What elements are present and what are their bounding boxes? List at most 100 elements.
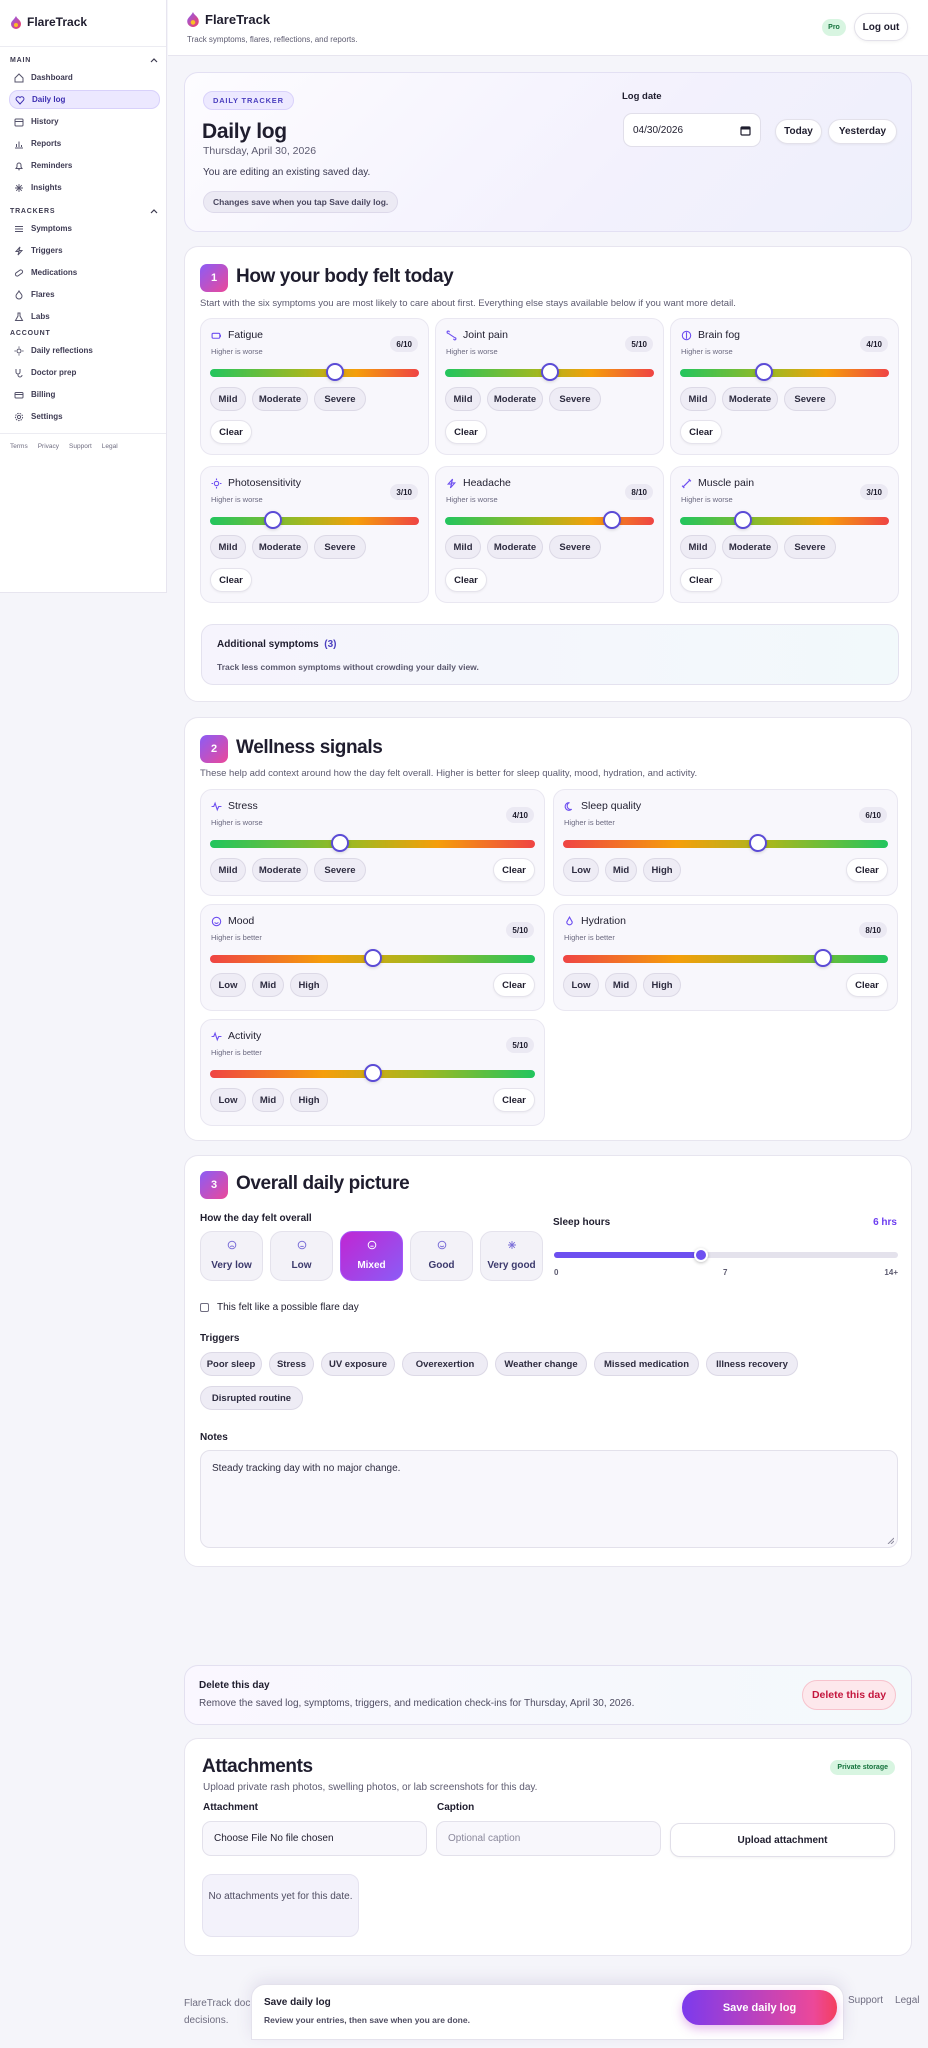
- sidebar-item-settings[interactable]: Settings: [9, 407, 160, 426]
- footer-link-terms[interactable]: Terms: [10, 443, 28, 450]
- chip-severe[interactable]: Severe: [784, 387, 836, 411]
- clear-button[interactable]: Clear: [680, 568, 722, 592]
- overall-option-good[interactable]: Good: [410, 1231, 473, 1281]
- resize-handle-icon[interactable]: [887, 1537, 894, 1544]
- clear-button[interactable]: Clear: [846, 973, 888, 997]
- upload-attachment-button[interactable]: Upload attachment: [670, 1823, 895, 1857]
- slider-thumb[interactable]: [814, 949, 832, 967]
- chip-severe[interactable]: Severe: [549, 535, 601, 559]
- overall-option-very-low[interactable]: Very low: [200, 1231, 263, 1281]
- chip-high[interactable]: High: [290, 973, 328, 997]
- slider-thumb[interactable]: [749, 834, 767, 852]
- severity-slider[interactable]: [210, 834, 535, 852]
- severity-slider[interactable]: [680, 363, 889, 381]
- flare-day-checkbox[interactable]: [200, 1303, 209, 1312]
- chip-severe[interactable]: Severe: [314, 387, 366, 411]
- save-daily-log-button[interactable]: Save daily log: [682, 1990, 837, 2025]
- chevron-up-icon[interactable]: [150, 208, 158, 214]
- clear-button[interactable]: Clear: [210, 420, 252, 444]
- footer-link-support[interactable]: Support: [848, 1995, 884, 2006]
- sidebar-item-insights[interactable]: Insights: [9, 178, 160, 197]
- sleep-slider-thumb[interactable]: [694, 1248, 709, 1262]
- overall-option-mixed[interactable]: Mixed: [340, 1231, 403, 1281]
- sidebar-item-reports[interactable]: Reports: [9, 134, 160, 153]
- chip-low[interactable]: Low: [563, 858, 599, 882]
- slider-thumb[interactable]: [540, 363, 559, 381]
- sidebar-item-doctor-prep[interactable]: Doctor prep: [9, 363, 160, 382]
- sleep-hours-slider[interactable]: [554, 1248, 898, 1262]
- chip-low[interactable]: Low: [210, 973, 246, 997]
- chip-mild[interactable]: Mild: [680, 535, 716, 559]
- chip-severe[interactable]: Severe: [314, 858, 366, 882]
- sidebar-item-labs[interactable]: Labs: [9, 307, 160, 326]
- severity-slider[interactable]: [210, 1064, 535, 1082]
- additional-symptoms-toggle[interactable]: Additional symptoms (3) Track less commo…: [201, 624, 899, 685]
- log-date-input[interactable]: 04/30/2026: [623, 113, 761, 147]
- logout-button[interactable]: Log out: [854, 13, 908, 41]
- severity-slider[interactable]: [445, 363, 654, 381]
- chip-moderate[interactable]: Moderate: [252, 858, 308, 882]
- trigger-chip-poor-sleep[interactable]: Poor sleep: [200, 1352, 262, 1376]
- clear-button[interactable]: Clear: [680, 420, 722, 444]
- slider-thumb[interactable]: [363, 1064, 382, 1082]
- clear-button[interactable]: Clear: [445, 420, 487, 444]
- clear-button[interactable]: Clear: [445, 568, 487, 592]
- severity-slider[interactable]: [445, 511, 654, 529]
- overall-option-low[interactable]: Low: [270, 1231, 333, 1281]
- slider-thumb[interactable]: [603, 511, 622, 529]
- sidebar-item-triggers[interactable]: Triggers: [9, 241, 160, 260]
- caption-input[interactable]: Optional caption: [436, 1821, 661, 1856]
- chip-mild[interactable]: Mild: [210, 535, 246, 559]
- trigger-chip-disrupted-routine[interactable]: Disrupted routine: [200, 1386, 303, 1410]
- slider-thumb[interactable]: [263, 511, 282, 529]
- sidebar-item-billing[interactable]: Billing: [9, 385, 160, 404]
- trigger-chip-illness-recovery[interactable]: Illness recovery: [706, 1352, 798, 1376]
- chip-mild[interactable]: Mild: [210, 858, 246, 882]
- notes-textarea[interactable]: Steady tracking day with no major change…: [200, 1450, 898, 1548]
- sidebar-item-dashboard[interactable]: Dashboard: [9, 68, 160, 87]
- slider-thumb[interactable]: [733, 511, 752, 529]
- footer-link-support[interactable]: Support: [69, 443, 92, 450]
- yesterday-button[interactable]: Yesterday: [828, 119, 897, 144]
- chip-moderate[interactable]: Moderate: [487, 387, 543, 411]
- severity-slider[interactable]: [563, 949, 888, 967]
- trigger-chip-missed-medication[interactable]: Missed medication: [594, 1352, 699, 1376]
- chip-moderate[interactable]: Moderate: [487, 535, 543, 559]
- chip-mild[interactable]: Mild: [210, 387, 246, 411]
- trigger-chip-weather-change[interactable]: Weather change: [495, 1352, 587, 1376]
- severity-slider[interactable]: [680, 511, 889, 529]
- overall-option-very-good[interactable]: Very good: [480, 1231, 543, 1281]
- topbar-brand[interactable]: FlareTrack: [186, 12, 270, 27]
- chip-moderate[interactable]: Moderate: [252, 387, 308, 411]
- chip-mild[interactable]: Mild: [445, 387, 481, 411]
- chip-mid[interactable]: Mid: [252, 973, 284, 997]
- clear-button[interactable]: Clear: [493, 1088, 535, 1112]
- clear-button[interactable]: Clear: [493, 973, 535, 997]
- chip-mid[interactable]: Mid: [605, 973, 637, 997]
- severity-slider[interactable]: [210, 949, 535, 967]
- clear-button[interactable]: Clear: [210, 568, 252, 592]
- severity-slider[interactable]: [563, 834, 888, 852]
- trigger-chip-uv-exposure[interactable]: UV exposure: [321, 1352, 395, 1376]
- sidebar-item-daily-reflections[interactable]: Daily reflections: [9, 341, 160, 360]
- chip-moderate[interactable]: Moderate: [722, 535, 778, 559]
- trigger-chip-stress[interactable]: Stress: [269, 1352, 314, 1376]
- footer-link-legal[interactable]: Legal: [895, 1995, 920, 2006]
- chip-severe[interactable]: Severe: [549, 387, 601, 411]
- file-input[interactable]: Choose File No file chosen: [202, 1821, 427, 1856]
- trigger-chip-overexertion[interactable]: Overexertion: [402, 1352, 488, 1376]
- chip-severe[interactable]: Severe: [784, 535, 836, 559]
- chip-mid[interactable]: Mid: [605, 858, 637, 882]
- chip-high[interactable]: High: [643, 973, 681, 997]
- delete-day-button[interactable]: Delete this day: [802, 1680, 896, 1710]
- sidebar-item-flares[interactable]: Flares: [9, 285, 160, 304]
- sidebar-item-medications[interactable]: Medications: [9, 263, 160, 282]
- sidebar-item-symptoms[interactable]: Symptoms: [9, 219, 160, 238]
- flare-day-checkbox-row[interactable]: This felt like a possible flare day: [200, 1302, 359, 1313]
- sidebar-brand[interactable]: FlareTrack: [10, 15, 87, 29]
- slider-thumb[interactable]: [326, 363, 345, 381]
- severity-slider[interactable]: [210, 511, 419, 529]
- sidebar-section-trackers[interactable]: TRACKERS: [10, 205, 158, 217]
- chip-low[interactable]: Low: [210, 1088, 246, 1112]
- chevron-up-icon[interactable]: [150, 57, 158, 63]
